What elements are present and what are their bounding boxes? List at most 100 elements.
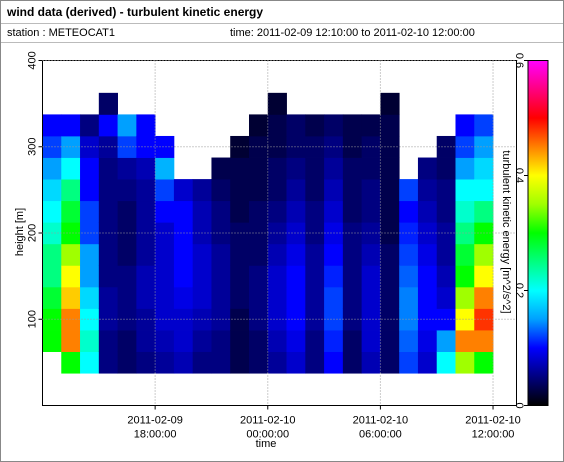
heat-cell	[61, 265, 81, 288]
heat-cell	[155, 286, 175, 309]
heat-cell	[192, 243, 212, 266]
heat-cell	[155, 135, 175, 158]
heat-cell	[455, 114, 475, 137]
heat-cell	[248, 286, 269, 309]
heat-cell	[361, 330, 381, 352]
heat-cell	[286, 200, 306, 223]
heat-cell	[230, 222, 250, 245]
heat-cell	[305, 265, 325, 288]
heat-cell	[436, 351, 456, 374]
heat-cell	[117, 200, 137, 223]
heat-cell	[267, 92, 287, 115]
heat-cell	[61, 157, 81, 180]
y-axis-label: height [m]	[14, 208, 26, 256]
heat-cell	[155, 265, 175, 288]
heat-cell	[230, 265, 250, 288]
heat-cell	[474, 179, 494, 202]
heat-cell	[324, 179, 344, 202]
heat-cell	[324, 243, 344, 266]
heat-cell	[455, 330, 475, 352]
heat-cell	[417, 222, 438, 245]
x-tick-label: 06:00:00	[359, 428, 402, 440]
heat-cell	[361, 351, 381, 374]
heat-cell	[42, 114, 62, 137]
heat-cell	[267, 286, 287, 309]
heat-cell	[342, 114, 363, 137]
heat-cell	[80, 351, 100, 374]
heat-cell	[61, 222, 81, 245]
heat-cell	[436, 157, 456, 180]
heat-cell	[417, 351, 438, 374]
heat-cell	[286, 114, 306, 137]
heat-cell	[155, 222, 175, 245]
heat-cell	[342, 286, 363, 309]
heat-cell	[136, 200, 156, 223]
heat-cell	[455, 222, 475, 245]
colorbar-tick-label: 0.2	[513, 283, 525, 298]
heat-cell	[230, 179, 250, 202]
heat-cell	[474, 265, 494, 288]
heat-cell	[286, 179, 306, 202]
heat-cell	[417, 157, 438, 180]
x-tick-label: 12:00:00	[472, 428, 515, 440]
colorbar-tick-label: 0.4	[513, 168, 525, 183]
x-tick-label: 2011-02-10	[240, 414, 295, 426]
x-tick-label: 18:00:00	[134, 428, 177, 440]
heat-cell	[399, 179, 419, 202]
heat-cell	[305, 200, 325, 223]
heat-cell	[267, 200, 287, 223]
heat-cell	[342, 351, 363, 374]
heat-cell	[342, 179, 363, 202]
heat-cell	[155, 200, 175, 223]
heat-cell	[173, 308, 194, 331]
heat-cell	[42, 286, 62, 309]
heat-cell	[436, 308, 456, 331]
heat-cell	[211, 308, 231, 331]
period: time: 2011-02-09 12:10:00 to 2011-02-10 …	[230, 27, 475, 39]
heat-cell	[305, 135, 325, 158]
heat-cell	[117, 114, 137, 137]
heat-cell	[417, 286, 438, 309]
heat-cell	[98, 265, 118, 288]
heat-cell	[436, 243, 456, 266]
heat-cell	[230, 330, 250, 352]
heat-cell	[61, 286, 81, 309]
heat-cell	[98, 114, 118, 137]
heat-cell	[173, 351, 194, 374]
heat-cell	[286, 308, 306, 331]
heat-cell	[173, 265, 194, 288]
heat-cell	[248, 243, 269, 266]
heat-cell	[98, 157, 118, 180]
heat-cell	[61, 114, 81, 137]
heat-cell	[211, 330, 231, 352]
colorbar-tick-label: 0.6	[513, 53, 525, 68]
heat-cell	[436, 330, 456, 352]
heat-cell	[305, 114, 325, 137]
heat-cell	[305, 243, 325, 266]
heat-cell	[211, 157, 231, 180]
heat-cell	[155, 243, 175, 266]
heat-cell	[230, 351, 250, 374]
heat-cell	[136, 222, 156, 245]
heat-cell	[455, 308, 475, 331]
station: station : METEOCAT1	[7, 27, 115, 39]
heat-cell	[98, 351, 118, 374]
heat-cell	[98, 222, 118, 245]
heat-cell	[361, 308, 381, 331]
heat-cell	[155, 308, 175, 331]
heat-cell	[361, 135, 381, 158]
heat-cell	[305, 222, 325, 245]
heat-cell	[117, 330, 137, 352]
heat-cell	[117, 179, 137, 202]
heat-cell	[267, 243, 287, 266]
x-axis-label: time	[256, 438, 277, 450]
heat-cell	[267, 179, 287, 202]
heat-cell	[136, 135, 156, 158]
heat-cell	[267, 265, 287, 288]
heat-cell	[173, 330, 194, 352]
heat-cell	[136, 179, 156, 202]
heat-cell	[42, 157, 62, 180]
heat-cell	[474, 351, 494, 374]
heat-cell	[248, 330, 269, 352]
heat-cell	[230, 135, 250, 158]
